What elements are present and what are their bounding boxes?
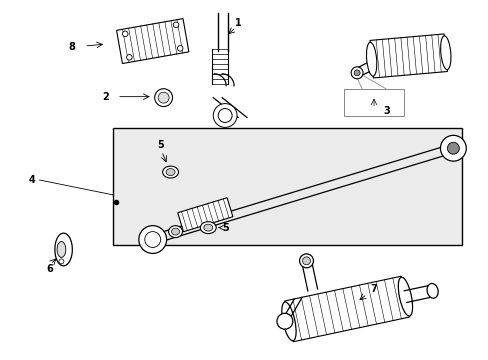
Circle shape <box>139 226 166 253</box>
Circle shape <box>173 22 179 28</box>
Polygon shape <box>177 198 232 232</box>
Ellipse shape <box>168 226 182 238</box>
Bar <box>113 129 461 246</box>
Circle shape <box>218 109 232 122</box>
Circle shape <box>213 104 237 127</box>
Circle shape <box>299 254 313 268</box>
Text: 1: 1 <box>234 18 241 28</box>
Ellipse shape <box>203 224 212 231</box>
Ellipse shape <box>440 36 450 69</box>
Ellipse shape <box>398 277 412 316</box>
Circle shape <box>353 70 359 76</box>
Polygon shape <box>116 19 188 64</box>
Ellipse shape <box>281 302 296 341</box>
Ellipse shape <box>171 228 179 235</box>
Circle shape <box>144 231 161 247</box>
Circle shape <box>302 257 310 265</box>
Polygon shape <box>57 242 66 257</box>
Circle shape <box>440 135 466 161</box>
Circle shape <box>122 31 128 37</box>
Circle shape <box>126 54 132 60</box>
Circle shape <box>177 46 183 51</box>
Text: 5: 5 <box>157 140 163 150</box>
Text: 4: 4 <box>28 175 35 185</box>
Polygon shape <box>369 34 447 78</box>
Ellipse shape <box>426 283 437 298</box>
Circle shape <box>350 67 362 79</box>
Text: 6: 6 <box>46 264 53 274</box>
Ellipse shape <box>163 166 178 178</box>
Text: 8: 8 <box>68 42 75 52</box>
Circle shape <box>276 313 292 329</box>
Bar <box>344 89 403 117</box>
Polygon shape <box>55 233 72 266</box>
Circle shape <box>447 142 458 154</box>
Ellipse shape <box>166 168 175 176</box>
Text: 5: 5 <box>222 222 228 233</box>
Polygon shape <box>284 276 409 342</box>
Text: 2: 2 <box>102 92 109 102</box>
Circle shape <box>59 259 64 264</box>
Text: 7: 7 <box>370 284 377 294</box>
Text: 3: 3 <box>383 105 389 116</box>
Ellipse shape <box>200 222 216 234</box>
Ellipse shape <box>158 92 169 103</box>
Ellipse shape <box>154 89 172 107</box>
Ellipse shape <box>366 42 376 76</box>
